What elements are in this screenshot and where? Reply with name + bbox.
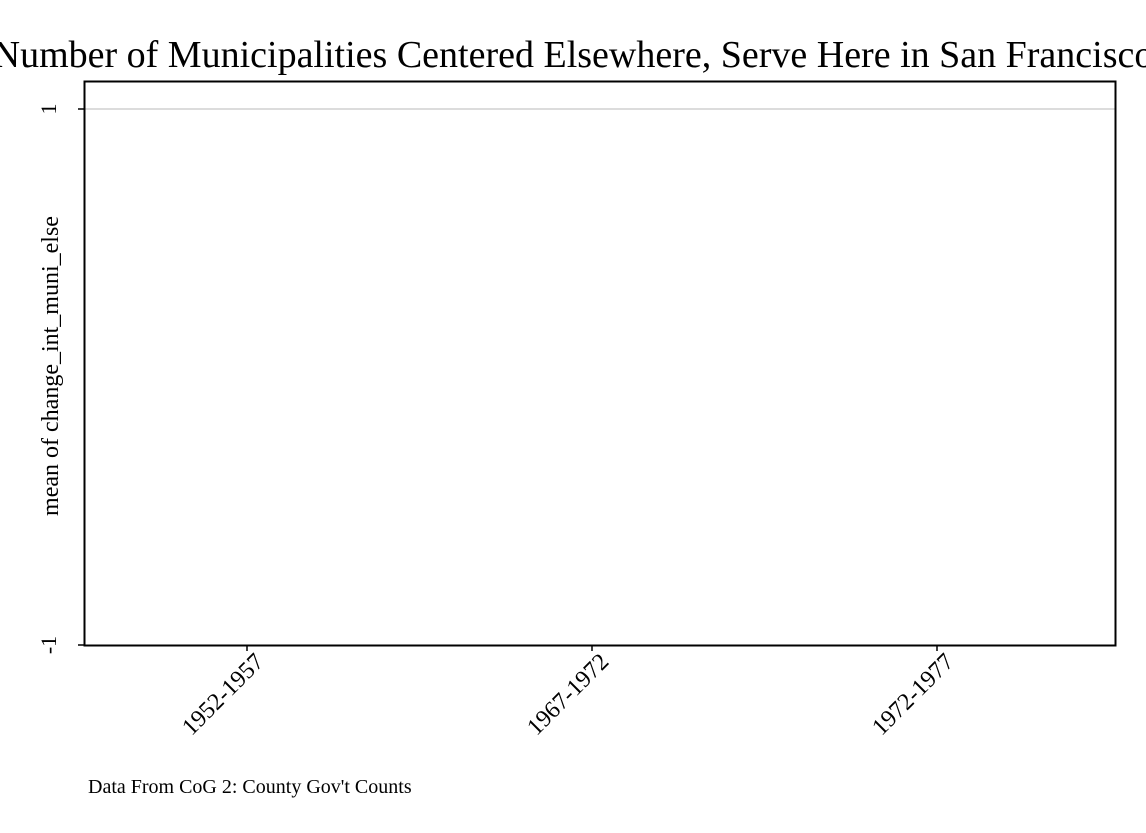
x-axis: 1952-1957 1967-1972 1972-1977	[177, 645, 959, 741]
x-tick-label: 1967-1972	[522, 649, 614, 741]
plot-frame	[83, 80, 1117, 647]
y-axis-label: mean of change_int_muni_else	[38, 216, 64, 516]
x-tick-label: 1952-1957	[177, 649, 269, 741]
y-tick-label: 1	[36, 104, 61, 115]
y-axis: 1 -1	[36, 104, 85, 654]
x-tick-label: 1972-1977	[867, 649, 959, 741]
source-note: Data From CoG 2: County Gov't Counts	[88, 776, 412, 798]
chart-title: Number of Municipalities Centered Elsewh…	[0, 34, 1146, 76]
y-tick-label: -1	[36, 636, 61, 654]
